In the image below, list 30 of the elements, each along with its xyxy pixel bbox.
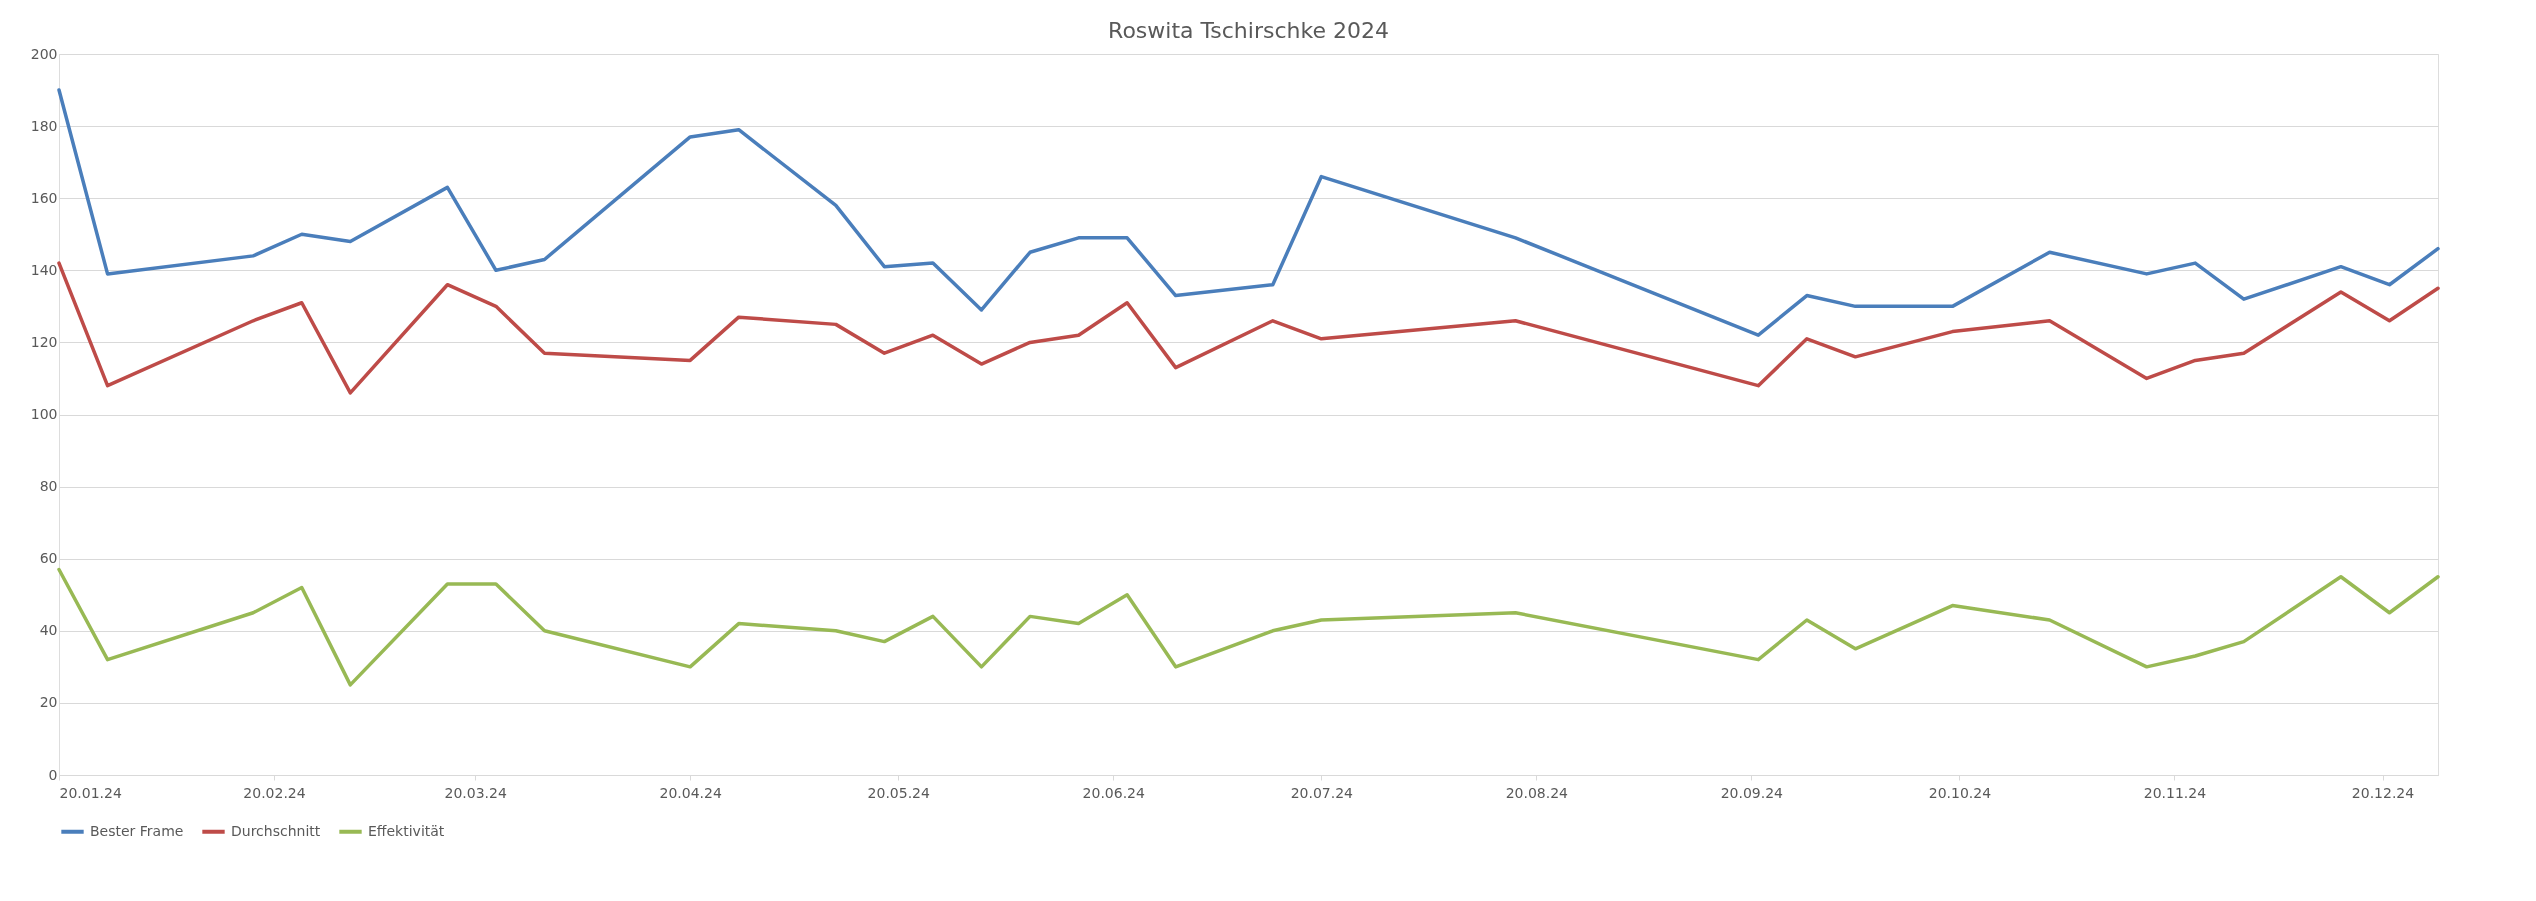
y-tick-label: 80 bbox=[39, 478, 58, 495]
y-tick-label: 20 bbox=[39, 694, 58, 711]
y-tick-label: 40 bbox=[39, 622, 58, 639]
x-tick-label: 20.12.24 bbox=[2351, 784, 2415, 801]
x-tick-label: 20.03.24 bbox=[444, 784, 507, 801]
x-tick-label: 20.11.24 bbox=[2143, 784, 2207, 801]
x-tick-label: 20.10.24 bbox=[1928, 784, 1992, 801]
line-series bbox=[57, 567, 2440, 687]
y-tick-label: 160 bbox=[30, 189, 58, 206]
y-tick-label: 120 bbox=[30, 333, 58, 350]
x-tick-label: 20.08.24 bbox=[1505, 784, 1569, 801]
chart-title: Roswita Tschirschke 2024 bbox=[1108, 18, 1389, 43]
x-tick-label: 20.01.24 bbox=[59, 784, 122, 801]
x-tick-label: 20.05.24 bbox=[867, 784, 930, 801]
y-tick-label: 100 bbox=[30, 406, 58, 422]
x-tick-label: 20.06.24 bbox=[1082, 784, 1146, 801]
legend-label: Effektivität bbox=[368, 822, 445, 839]
legend-label: Bester Frame bbox=[90, 822, 184, 839]
y-tick-label: 60 bbox=[39, 550, 58, 567]
x-tick-label: 20.02.24 bbox=[243, 784, 306, 801]
y-tick-label: 180 bbox=[30, 117, 58, 134]
y-tick-label: 140 bbox=[30, 261, 58, 278]
x-tick-label: 20.07.24 bbox=[1290, 784, 1354, 801]
x-tick-label: 20.04.24 bbox=[659, 784, 722, 801]
x-tick-label: 20.09.24 bbox=[1720, 784, 1784, 801]
y-tick-label: 200 bbox=[30, 45, 58, 62]
y-tick-label: 0 bbox=[48, 766, 58, 783]
legend-label: Durchschnitt bbox=[231, 822, 321, 839]
line-series bbox=[57, 261, 2440, 395]
line-series bbox=[57, 88, 2440, 337]
